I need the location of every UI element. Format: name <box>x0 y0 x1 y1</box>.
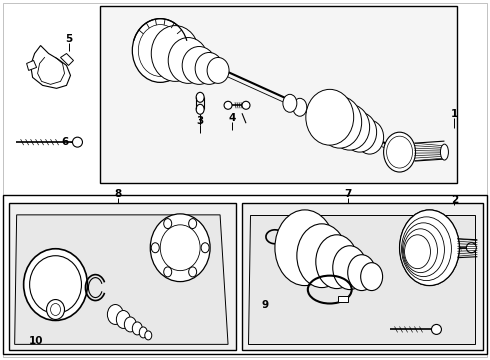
Ellipse shape <box>441 144 448 160</box>
Ellipse shape <box>116 310 130 328</box>
Ellipse shape <box>316 235 358 289</box>
Ellipse shape <box>432 324 441 334</box>
Text: 1: 1 <box>451 109 458 119</box>
Ellipse shape <box>139 327 147 338</box>
Bar <box>9 203 236 350</box>
Ellipse shape <box>50 303 61 315</box>
Ellipse shape <box>330 104 369 150</box>
Ellipse shape <box>384 132 416 172</box>
Ellipse shape <box>403 223 444 276</box>
Text: 8: 8 <box>115 189 122 199</box>
Polygon shape <box>248 215 475 345</box>
Text: 3: 3 <box>196 116 204 126</box>
Ellipse shape <box>195 53 223 84</box>
Ellipse shape <box>196 104 204 114</box>
Ellipse shape <box>124 317 136 332</box>
Ellipse shape <box>297 224 347 288</box>
Bar <box>100 6 457 183</box>
Text: 6: 6 <box>61 137 68 147</box>
Text: 4: 4 <box>228 113 236 123</box>
Text: 9: 9 <box>261 300 269 310</box>
Ellipse shape <box>24 249 87 320</box>
Ellipse shape <box>405 235 431 269</box>
Bar <box>242 203 483 350</box>
Ellipse shape <box>387 136 413 168</box>
Ellipse shape <box>145 331 152 340</box>
Ellipse shape <box>348 255 376 291</box>
Ellipse shape <box>404 229 438 273</box>
Ellipse shape <box>196 92 204 102</box>
Ellipse shape <box>361 263 383 291</box>
Ellipse shape <box>132 19 188 82</box>
Polygon shape <box>26 60 37 71</box>
Text: 5: 5 <box>65 33 72 44</box>
Ellipse shape <box>151 26 199 81</box>
Ellipse shape <box>242 101 250 109</box>
Ellipse shape <box>47 300 65 319</box>
Ellipse shape <box>466 243 476 253</box>
Ellipse shape <box>168 37 208 84</box>
Ellipse shape <box>224 101 232 109</box>
Ellipse shape <box>207 58 229 84</box>
Text: 10: 10 <box>28 336 43 346</box>
Ellipse shape <box>150 214 210 282</box>
Ellipse shape <box>189 267 196 277</box>
Ellipse shape <box>306 89 354 145</box>
Ellipse shape <box>151 243 159 253</box>
Ellipse shape <box>399 210 460 285</box>
Ellipse shape <box>201 243 209 253</box>
Bar <box>338 296 348 302</box>
Ellipse shape <box>356 120 384 154</box>
Ellipse shape <box>164 219 171 229</box>
Ellipse shape <box>318 96 362 148</box>
Ellipse shape <box>182 46 216 84</box>
Ellipse shape <box>138 24 182 76</box>
Polygon shape <box>61 54 74 66</box>
Ellipse shape <box>189 219 196 229</box>
Ellipse shape <box>343 112 377 152</box>
Ellipse shape <box>399 210 460 285</box>
Ellipse shape <box>73 137 82 147</box>
Ellipse shape <box>333 246 367 289</box>
Ellipse shape <box>132 322 142 335</box>
Ellipse shape <box>283 94 297 112</box>
Ellipse shape <box>160 225 200 271</box>
Text: 2: 2 <box>451 195 458 205</box>
Ellipse shape <box>164 267 171 277</box>
Polygon shape <box>30 45 71 88</box>
Ellipse shape <box>275 210 335 285</box>
Bar <box>424 205 484 285</box>
Ellipse shape <box>293 98 307 116</box>
Bar <box>2 195 488 354</box>
Ellipse shape <box>107 305 123 324</box>
Polygon shape <box>15 215 228 345</box>
Text: 7: 7 <box>344 189 351 199</box>
Ellipse shape <box>401 217 451 280</box>
Ellipse shape <box>29 256 81 314</box>
